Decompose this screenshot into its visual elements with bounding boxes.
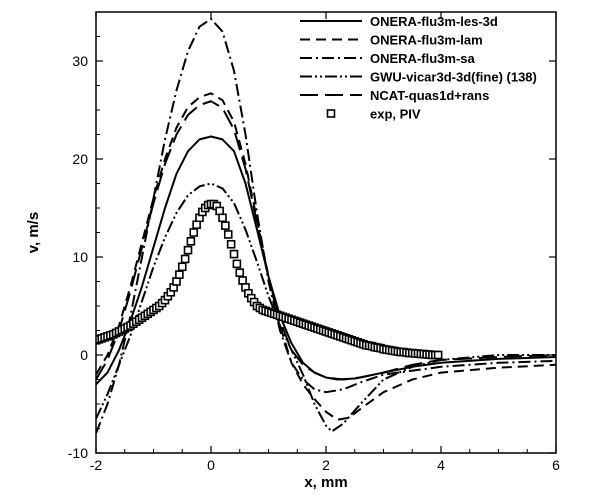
series-line-onera-flu3m-les-3d [96, 135, 556, 386]
x-tick-label: 2 [322, 457, 330, 473]
legend-item-gwu-vicar3d-3d-fine-138: GWU-vicar3d-3d(fine) (138) [300, 70, 537, 85]
data-point [180, 254, 190, 264]
data-point [218, 213, 227, 223]
data-point [223, 230, 233, 239]
y-tick-label: 0 [80, 347, 88, 363]
data-point [221, 221, 230, 230]
legend-item-onera-flu3m-les-3d: ONERA-flu3m-les-3d [300, 14, 498, 29]
legend-label: ONERA-flu3m-lam [370, 33, 483, 48]
series-line-onera-flu3m-lam [96, 92, 556, 421]
y-tick-label: 10 [72, 249, 88, 265]
y-axis-label: v, m/s [25, 212, 42, 253]
legend-label: NCAT-quas1d+rans [370, 88, 489, 103]
legend: ONERA-flu3m-les-3d ONERA-flu3m-lam ONERA-f… [300, 14, 537, 122]
series-line-gwu-vicar3d-3d-fine-138 [96, 182, 556, 433]
series-line-onera-flu3m-sa [96, 17, 556, 434]
data-point [177, 262, 187, 272]
legend-label: GWU-vicar3d-3d(fine) (138) [370, 70, 537, 85]
x-tick-label: 0 [207, 457, 215, 473]
x-axis-label: x, mm [304, 474, 347, 491]
y-tick-label: -10 [68, 445, 88, 461]
series-exp-piv [96, 199, 443, 360]
legend-label: ONERA-flu3m-sa [370, 51, 476, 66]
data-point [235, 268, 245, 277]
data-point [186, 237, 196, 246]
axis-ticks: -2 0 2 4 6 -10 0 10 20 30 [68, 11, 560, 473]
data-point [433, 350, 443, 360]
legend-label: ONERA-flu3m-les-3d [370, 14, 498, 29]
data-point [172, 277, 181, 286]
series-layer [96, 17, 556, 434]
legend-item-exp-piv: exp, PIV [326, 107, 421, 122]
legend-item-ncat-quas1d-rans: NCAT-quas1d+rans [300, 88, 489, 103]
y-tick-label: 20 [72, 151, 88, 167]
x-tick-label: 6 [552, 457, 560, 473]
data-point [226, 239, 236, 249]
x-tick-label: 4 [437, 457, 445, 473]
series-line-ncat-quas1d-rans [96, 100, 556, 381]
y-tick-label: 30 [72, 53, 88, 69]
data-point [238, 276, 247, 285]
legend-item-onera-flu3m-lam: ONERA-flu3m-lam [300, 33, 483, 48]
data-point [189, 228, 199, 237]
legend-item-onera-flu3m-sa: ONERA-flu3m-sa [300, 51, 476, 66]
legend-label: exp, PIV [370, 107, 421, 122]
data-point [229, 249, 239, 259]
data-point [192, 220, 201, 229]
legend-swatch [326, 109, 336, 118]
data-point [215, 206, 224, 216]
data-point [175, 270, 184, 279]
data-point [232, 259, 242, 269]
data-point [183, 245, 193, 255]
x-tick-label: -2 [90, 457, 103, 473]
